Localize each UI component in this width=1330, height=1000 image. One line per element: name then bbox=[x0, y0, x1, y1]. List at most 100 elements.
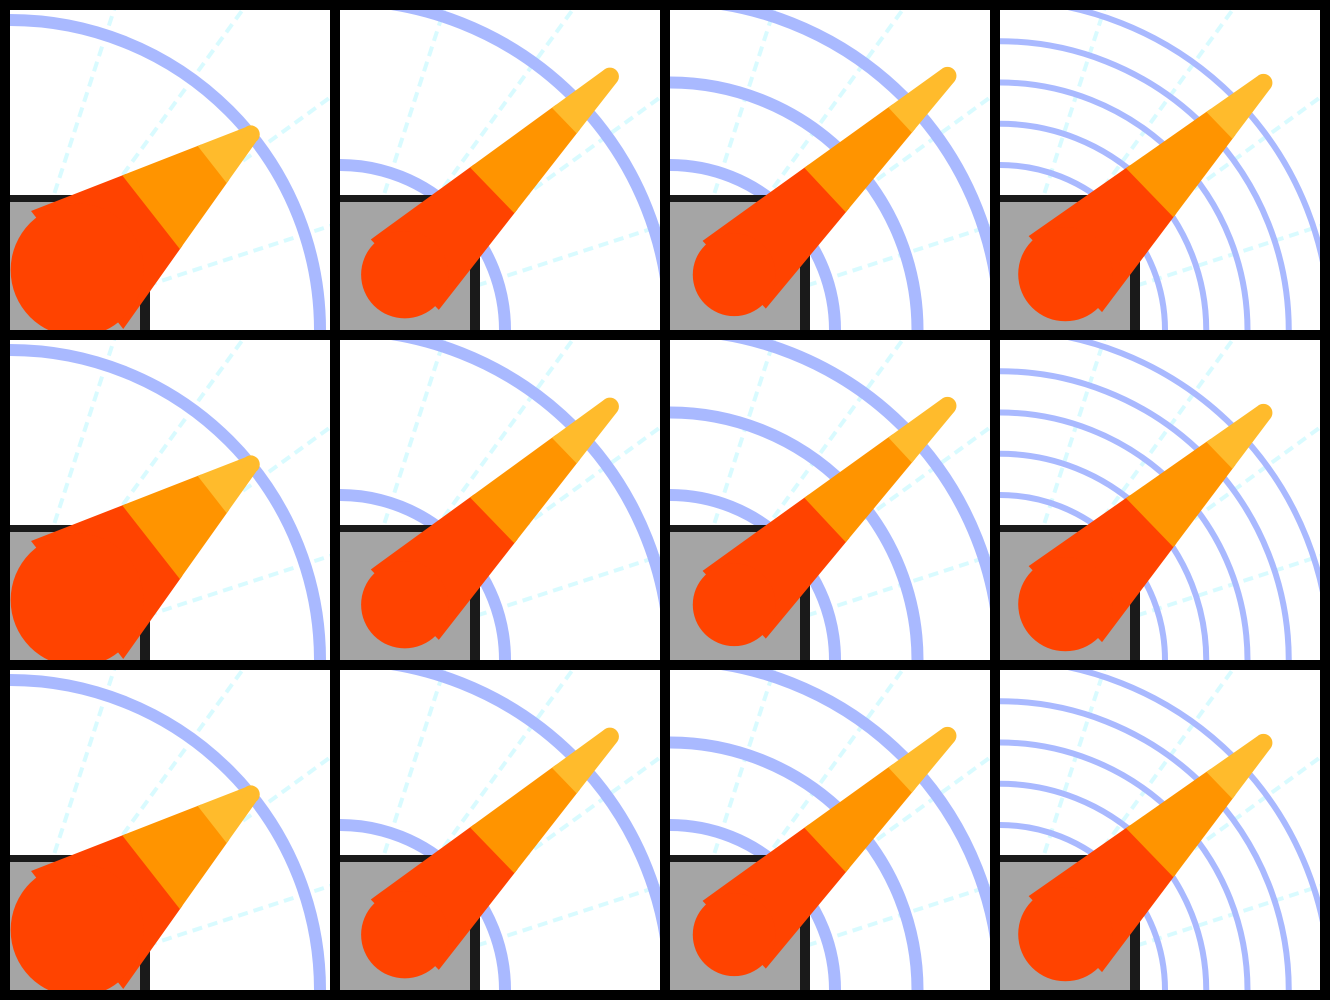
flame-tip-cap bbox=[600, 727, 619, 746]
light-ray bbox=[340, 223, 660, 330]
frame-canvas bbox=[340, 670, 660, 990]
flame-root bbox=[692, 233, 776, 317]
flame-tip bbox=[551, 70, 617, 134]
sprite-frame bbox=[340, 340, 660, 660]
sprite-frame bbox=[1000, 670, 1320, 990]
sprite-frame bbox=[10, 670, 330, 990]
light-ray bbox=[10, 883, 330, 990]
flame-root bbox=[361, 560, 449, 649]
light-ray bbox=[670, 340, 777, 660]
flame-mid bbox=[469, 434, 581, 544]
light-ray bbox=[340, 553, 660, 660]
flame-tip-cap bbox=[938, 396, 957, 415]
flame-mid bbox=[1125, 438, 1236, 548]
flame-outer bbox=[1028, 495, 1177, 643]
light-ray bbox=[670, 10, 777, 330]
flame-tip-cap bbox=[938, 66, 957, 85]
flame-tip-cap bbox=[600, 397, 619, 416]
light-ray bbox=[10, 223, 330, 330]
flame-jet bbox=[692, 396, 957, 647]
light-ray bbox=[1000, 340, 1235, 660]
flame-tip bbox=[197, 457, 257, 514]
frame-canvas bbox=[1000, 340, 1320, 660]
flame-root bbox=[10, 203, 144, 330]
flame-tip bbox=[1206, 76, 1270, 139]
flame-jet bbox=[1018, 403, 1273, 652]
flame-tip bbox=[888, 399, 954, 463]
light-ray bbox=[10, 340, 245, 660]
light-ray bbox=[1000, 223, 1320, 330]
flame-root bbox=[692, 893, 776, 977]
light-ray bbox=[670, 670, 905, 990]
flame-root bbox=[1018, 227, 1113, 322]
light-ray bbox=[10, 10, 117, 330]
light-ray bbox=[10, 340, 117, 660]
flame-mid bbox=[122, 474, 230, 580]
flame-outer bbox=[1028, 825, 1177, 973]
flame-mid bbox=[469, 764, 581, 874]
frame-canvas bbox=[1000, 670, 1320, 990]
flame-mid bbox=[1125, 108, 1236, 218]
frame-canvas bbox=[340, 10, 660, 330]
light-ray bbox=[1000, 553, 1320, 660]
flame-tip-cap bbox=[241, 455, 260, 474]
flame-root bbox=[10, 533, 144, 660]
light-ray bbox=[10, 670, 117, 990]
sprite-frame bbox=[670, 340, 990, 660]
light-ray bbox=[670, 10, 905, 330]
flame-jet bbox=[361, 727, 619, 979]
flame-jet bbox=[10, 455, 260, 660]
flame-root bbox=[361, 890, 449, 979]
flame-jet bbox=[1018, 73, 1273, 322]
flame-mid bbox=[804, 764, 916, 873]
flame-tip-cap bbox=[241, 785, 260, 804]
sprite-frame bbox=[1000, 340, 1320, 660]
flame-mid bbox=[122, 804, 230, 910]
light-ray bbox=[340, 10, 575, 330]
light-ray bbox=[1000, 10, 1235, 330]
light-ray bbox=[670, 883, 990, 990]
flame-mid bbox=[804, 434, 916, 543]
sprite-frame bbox=[340, 10, 660, 330]
flame-jet bbox=[361, 397, 619, 649]
sprite-frame bbox=[670, 10, 990, 330]
light-ray bbox=[1000, 883, 1320, 990]
flame-tip bbox=[1206, 736, 1270, 799]
light-ray bbox=[670, 223, 990, 330]
frame-canvas bbox=[10, 10, 330, 330]
light-ray bbox=[670, 340, 905, 660]
frame-canvas bbox=[10, 670, 330, 990]
frame-canvas bbox=[670, 10, 990, 330]
flame-jet bbox=[361, 67, 619, 319]
frame-canvas bbox=[10, 340, 330, 660]
flame-tip bbox=[888, 69, 954, 133]
light-ray bbox=[670, 670, 777, 990]
flame-tip bbox=[197, 787, 257, 844]
flame-tip-cap bbox=[600, 67, 619, 86]
sprite-frame bbox=[670, 670, 990, 990]
flame-tip bbox=[197, 127, 257, 184]
frame-canvas bbox=[340, 340, 660, 660]
sprite-frame bbox=[10, 10, 330, 330]
flame-mid bbox=[1125, 768, 1236, 878]
flame-mid bbox=[122, 144, 230, 250]
flame-tip bbox=[551, 400, 617, 464]
light-ray bbox=[340, 340, 447, 660]
flame-jet bbox=[10, 125, 260, 330]
flame-jet bbox=[692, 726, 957, 977]
flame-mid bbox=[469, 104, 581, 214]
light-ray bbox=[340, 670, 575, 990]
flame-tip-cap bbox=[241, 125, 260, 144]
flame-root bbox=[10, 863, 144, 990]
frame-canvas bbox=[1000, 10, 1320, 330]
flame-jet bbox=[1018, 733, 1273, 982]
light-ray bbox=[10, 553, 330, 660]
flame-root bbox=[1018, 887, 1113, 982]
flame-root bbox=[692, 563, 776, 647]
flame-jet bbox=[692, 66, 957, 317]
light-ray bbox=[340, 883, 660, 990]
light-ray bbox=[340, 10, 447, 330]
flame-tip-cap bbox=[1254, 733, 1273, 752]
light-ray bbox=[10, 670, 245, 990]
